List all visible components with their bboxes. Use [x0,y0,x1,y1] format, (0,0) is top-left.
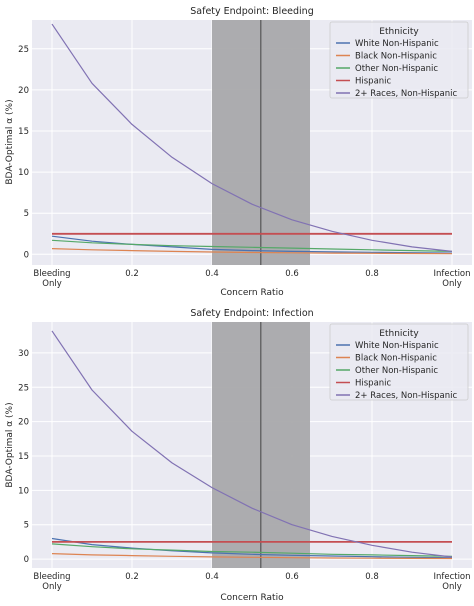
chart-infection: Safety Endpoint: Infection Bleeding Only 0… [5,308,472,603]
legend-entry: White Non-Hispanic [355,39,439,49]
y-tick-label: 25 [18,45,29,55]
legend-title: Ethnicity [379,329,419,339]
y-tick-label: 0 [24,250,29,260]
y-tick-label: 15 [18,452,29,462]
y-tick-label: 30 [18,349,29,359]
x-tick-label: 0.2 [125,269,139,279]
y-tick-label: 10 [18,486,29,496]
x-tick-label: Bleeding Only [33,572,70,592]
series-line [51,543,453,557]
legend-box [329,323,469,401]
legend-box [329,21,469,99]
series-line [51,553,453,560]
legend-entry: Hispanic [355,379,392,389]
series-line [51,330,453,558]
y-tick-label: 20 [18,418,29,428]
legend-entry: White Non-Hispanic [355,341,439,351]
legend-entry: Other Non-Hispanic [355,64,438,74]
x-tick-label: 0.4 [205,269,219,279]
legend: Ethnicity White Non-Hispanic Black Non-Hi… [329,21,469,99]
x-tick-label: Infection Only [433,572,470,592]
y-tick-label: 10 [18,168,29,178]
y-tick-label: 5 [24,209,29,219]
chart-bleeding: Safety Endpoint: Bleeding Bleeding Only 0.… [5,6,472,298]
chart-title: Safety Endpoint: Infection [190,308,313,319]
y-tick-label: 0 [24,555,29,565]
y-axis-label: BDA-Optimal α (%) [5,402,15,487]
x-tick-label: 0.6 [285,269,299,279]
y-tick-label: 20 [18,86,29,96]
series-line [51,248,453,255]
legend-entry: Hispanic [355,77,392,87]
chart-title: Safety Endpoint: Bleeding [190,6,313,17]
series-line [51,239,453,252]
y-tick-label: 15 [18,127,29,137]
legend-title: Ethnicity [379,27,419,37]
x-tick-label: 0.8 [365,269,379,279]
x-tick-label: 0.6 [285,572,299,582]
x-tick-label: Infection Only [433,269,470,289]
legend-entry: 2+ Races, Non-Hispanic [355,391,457,401]
legend-entry: Black Non-Hispanic [355,354,437,364]
legend-entry: 2+ Races, Non-Hispanic [355,89,457,99]
x-axis-label: Concern Ratio [220,593,284,603]
y-tick-label: 25 [18,383,29,393]
legend: Ethnicity White Non-Hispanic Black Non-Hi… [329,323,469,401]
series-line [51,537,453,559]
y-axis-label: BDA-Optimal α (%) [5,99,15,184]
x-tick-label: 0.4 [205,572,219,582]
legend-entry: Other Non-Hispanic [355,366,438,376]
y-tick-label: 5 [24,521,29,531]
x-tick-label: 0.8 [365,572,379,582]
x-tick-label: Bleeding Only [33,269,70,289]
x-axis-label: Concern Ratio [220,288,284,298]
legend-entry: Black Non-Hispanic [355,52,437,62]
x-tick-label: 0.2 [125,572,139,582]
series-line [51,23,453,252]
